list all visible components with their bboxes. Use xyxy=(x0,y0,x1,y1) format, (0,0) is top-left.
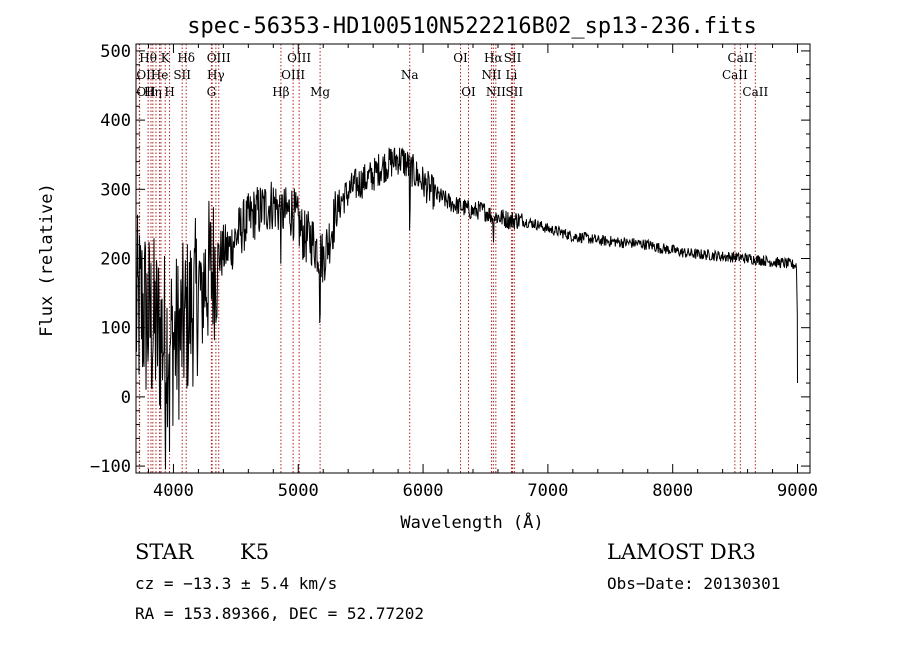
line-marker-label: OII xyxy=(136,68,156,82)
chart-title: spec-56353-HD100510N522216B02_sp13-236.f… xyxy=(187,14,757,39)
line-marker-label: SII xyxy=(504,51,522,65)
line-marker-label: OIII xyxy=(207,51,231,65)
line-marker-label: Hθ xyxy=(139,51,157,65)
y-axis-label: Flux (relative) xyxy=(37,183,57,337)
y-tick-label: 400 xyxy=(100,111,131,131)
line-marker-label: Hγ xyxy=(207,68,225,82)
x-tick-label: 7000 xyxy=(527,481,568,501)
x-tick-label: 4000 xyxy=(153,481,194,501)
object-subclass: K5 xyxy=(240,540,270,564)
line-marker-label: OII xyxy=(136,85,156,99)
x-tick-label: 6000 xyxy=(403,481,444,501)
y-axis-ticks: −100 0 100 200 300 400 500 xyxy=(90,42,810,477)
line-marker-label: Na xyxy=(401,68,419,82)
y-tick-label: 100 xyxy=(100,319,131,339)
y-tick-label: −100 xyxy=(90,457,131,477)
x-tick-label: 5000 xyxy=(278,481,319,501)
line-marker-label: He xyxy=(151,68,169,82)
line-marker-label: CaII xyxy=(722,68,748,82)
y-tick-label: 500 xyxy=(100,42,131,62)
survey-name: LAMOST DR3 xyxy=(607,540,756,564)
line-marker-label: H xyxy=(164,85,174,99)
coordinates: RA = 153.89366, DEC = 52.77202 xyxy=(135,604,424,623)
spectrum-series-line xyxy=(135,147,798,470)
spectrum-chart: spec-56353-HD100510N522216B02_sp13-236.f… xyxy=(37,14,818,533)
x-tick-label: 9000 xyxy=(777,481,818,501)
line-marker-label: SII xyxy=(173,68,191,82)
plot-frame xyxy=(135,43,811,474)
line-marker-label: OIII xyxy=(287,51,311,65)
line-marker-label: CaII xyxy=(742,85,768,99)
line-marker-label: Hα xyxy=(484,51,503,65)
line-marker-label: NII xyxy=(486,85,506,99)
x-axis-label: Wavelength (Å) xyxy=(400,511,543,533)
line-marker-label: Mg xyxy=(310,85,330,99)
line-marker-label: Hδ xyxy=(177,51,195,65)
redshift-cz: cz = −13.3 ± 5.4 km/s xyxy=(135,574,338,593)
line-marker-label: G xyxy=(207,85,217,99)
x-tick-label: 8000 xyxy=(652,481,693,501)
line-marker-label: K xyxy=(161,51,171,65)
y-tick-label: 0 xyxy=(121,388,131,408)
line-marker-label: OIII xyxy=(281,68,305,82)
y-tick-label: 300 xyxy=(100,180,131,200)
line-marker-label: NII xyxy=(481,68,501,82)
line-marker-label: OI xyxy=(461,85,476,99)
x-axis-ticks: 4000 5000 6000 7000 8000 9000 xyxy=(147,44,818,501)
observation-date: Obs−Date: 20130301 xyxy=(607,574,781,593)
line-marker-label: Li xyxy=(506,68,518,82)
y-tick-label: 200 xyxy=(100,250,131,270)
line-marker-label: OI xyxy=(453,51,468,65)
object-class: STAR xyxy=(135,540,194,564)
line-marker-label: Hη xyxy=(144,85,162,99)
line-marker-label: SII xyxy=(505,85,523,99)
line-marker-label: CaII xyxy=(727,51,753,65)
line-marker-label: Hβ xyxy=(272,85,289,99)
